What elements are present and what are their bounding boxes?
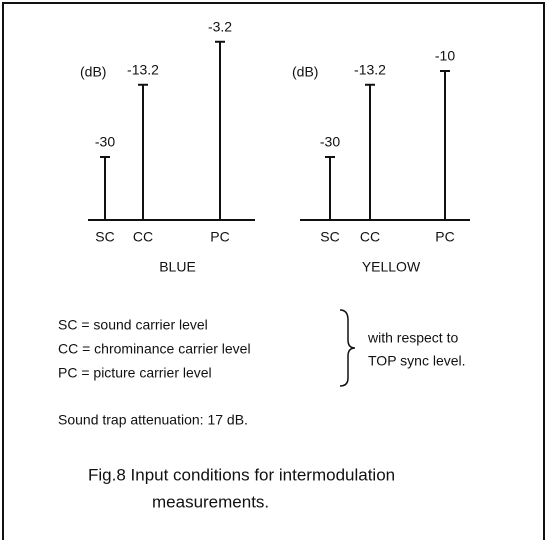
x-tick-label: CC <box>133 229 153 245</box>
x-tick-label: SC <box>320 229 339 245</box>
brace <box>339 309 356 387</box>
x-axis-label: YELLOW <box>362 259 421 275</box>
value-label: -3.2 <box>208 18 232 34</box>
x-axis-label: BLUE <box>159 259 196 275</box>
unit-label: (dB) <box>80 64 106 80</box>
value-label: -13.2 <box>127 61 159 77</box>
value-label: -10 <box>435 48 455 64</box>
x-tick-label: SC <box>95 229 114 245</box>
legend-entry: PC = picture carrier level <box>58 365 212 381</box>
value-label: -30 <box>320 134 340 150</box>
x-tick-label: CC <box>360 229 380 245</box>
legend-note: with respect to <box>367 330 458 346</box>
x-tick-label: PC <box>435 229 454 245</box>
value-label: -13.2 <box>354 61 386 77</box>
caption: Fig.8 Input conditions for intermodulati… <box>88 465 395 484</box>
unit-label: (dB) <box>292 64 318 80</box>
value-label: -30 <box>95 134 115 150</box>
legend-note: TOP sync level. <box>368 353 466 369</box>
x-tick-label: PC <box>210 229 229 245</box>
legend-entry: CC = chrominance carrier level <box>58 341 251 357</box>
note: Sound trap attenuation: 17 dB. <box>58 412 248 428</box>
caption: measurements. <box>152 492 269 511</box>
legend-entry: SC = sound carrier level <box>58 317 208 333</box>
